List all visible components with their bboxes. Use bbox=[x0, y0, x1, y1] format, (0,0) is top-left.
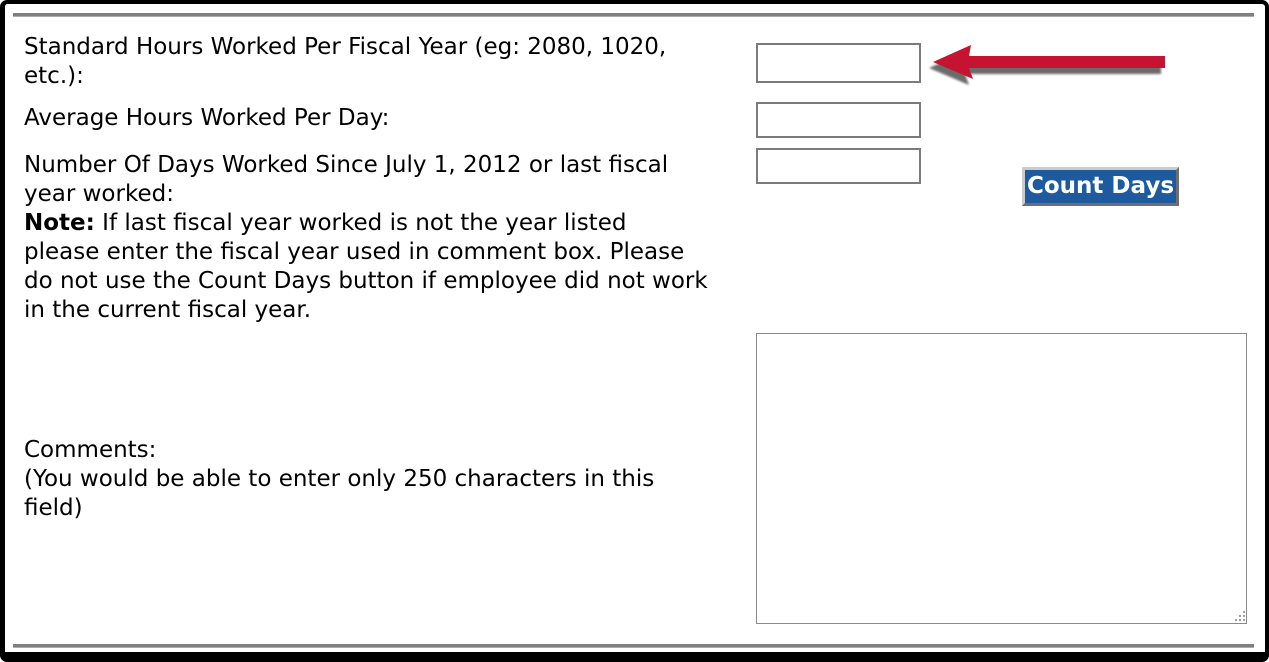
resize-grip-dots bbox=[1234, 610, 1236, 612]
days-worked-input[interactable] bbox=[756, 148, 921, 184]
note-text: If last fiscal year worked is not the ye… bbox=[24, 210, 708, 323]
average-hours-label: Average Hours Worked Per Day: bbox=[24, 104, 389, 133]
average-hours-input[interactable] bbox=[756, 102, 921, 138]
textarea-resize-handle[interactable] bbox=[1234, 610, 1246, 622]
arrow-shape bbox=[933, 45, 1165, 79]
count-days-button[interactable]: Count Days bbox=[1022, 167, 1179, 206]
days-worked-label-and-note: Number Of Days Worked Since July 1, 2012… bbox=[24, 151, 708, 325]
note-prefix: Note: bbox=[24, 210, 95, 236]
standard-hours-label-text: Standard Hours Worked Per Fiscal Year (e… bbox=[24, 34, 667, 89]
average-hours-label-text: Average Hours Worked Per Day: bbox=[24, 105, 390, 131]
red-arrow-icon bbox=[929, 45, 1165, 85]
comments-label-text: Comments: (You would be able to enter on… bbox=[24, 437, 655, 521]
comments-label: Comments: (You would be able to enter on… bbox=[24, 436, 654, 523]
comments-textarea[interactable] bbox=[756, 333, 1247, 624]
standard-hours-input[interactable] bbox=[756, 43, 921, 83]
standard-hours-label: Standard Hours Worked Per Fiscal Year (e… bbox=[24, 33, 666, 91]
days-worked-label-text: Number Of Days Worked Since July 1, 2012… bbox=[24, 152, 669, 207]
top-divider bbox=[13, 13, 1254, 17]
bottom-divider bbox=[13, 644, 1254, 648]
